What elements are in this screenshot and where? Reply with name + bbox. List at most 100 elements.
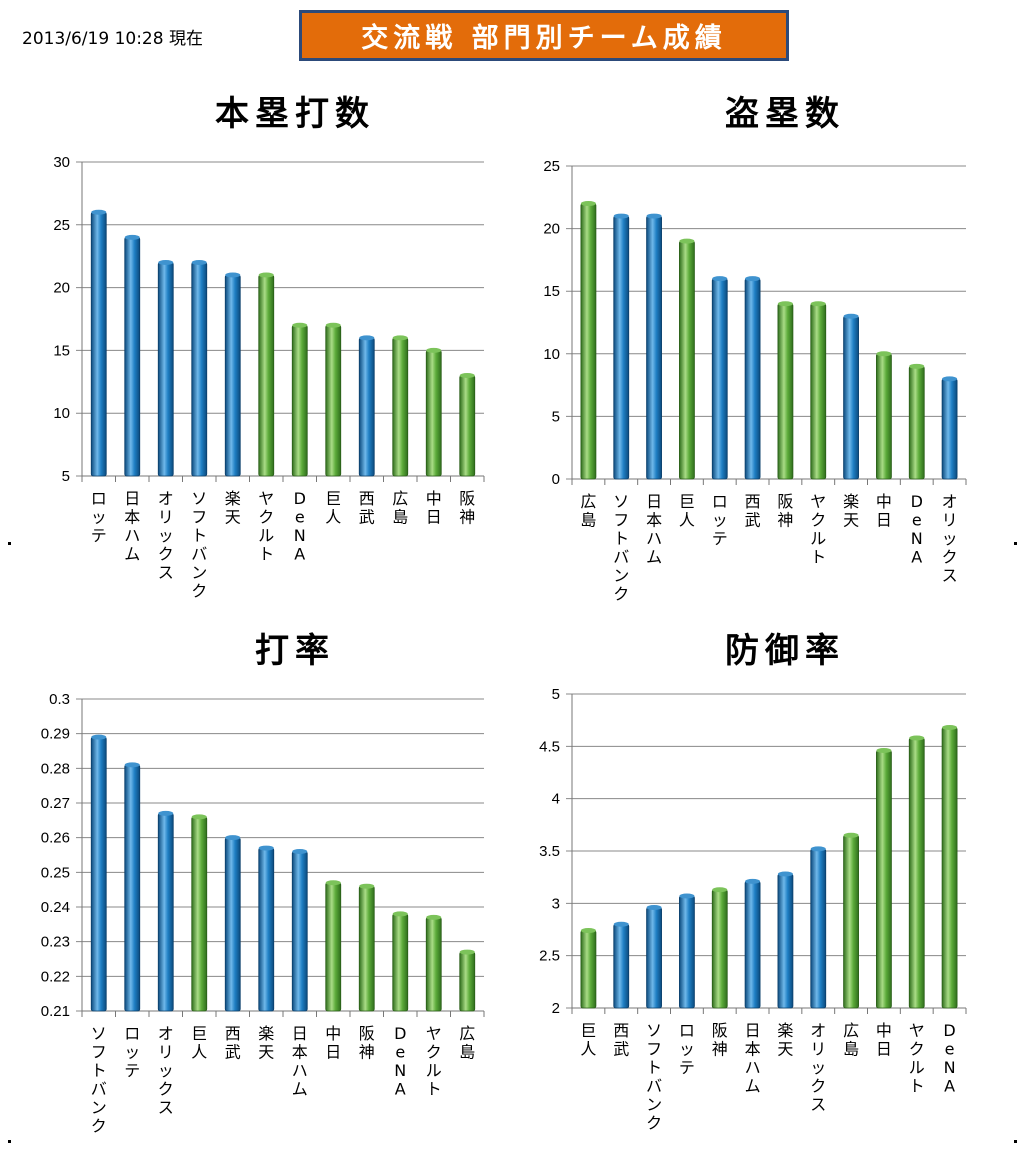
y-tick-label: 0.21 [41,1003,70,1020]
bar [777,303,794,480]
category-label: 巨人 [679,492,695,530]
category-label: ソフトバンク [613,492,629,604]
category-label: 西武 [359,489,375,527]
category-label: ロッテ [91,489,107,545]
bar [191,262,208,477]
chart-0: 5 10 15 20 25 30 ロッテ 日本ハム オリックス ソフトバンク 楽天 ヤクルト D e N A 巨… [53,154,485,601]
bar [711,278,728,480]
bar-cap [777,301,793,307]
bar [191,816,208,1012]
bar [425,349,442,477]
bar-cap [191,259,207,265]
category-label: 日本ハム [745,1021,761,1096]
bar-cap [810,846,826,852]
category-label: ロッテ [124,1024,140,1080]
y-tick-label: 0.3 [49,691,70,708]
bar-cap [91,209,107,215]
bar [908,737,925,1009]
bar-cap [191,814,207,820]
y-tick-label: 3 [552,895,560,912]
category-label: 広島 [580,492,596,530]
category-label: 阪神 [777,492,793,530]
corner-mark [1014,542,1017,545]
bar-cap [942,724,958,730]
category-label: 西武 [225,1024,241,1062]
category-label: ヤクルト [426,1024,442,1099]
bar [613,215,630,480]
bar-cap [679,893,695,899]
y-tick-label: 20 [543,221,560,238]
bar-cap [646,213,662,219]
bar-cap [843,313,859,319]
y-tick-label: 15 [53,342,70,359]
bar-cap [712,887,728,893]
bar [124,764,141,1012]
bar-cap [325,322,341,328]
category-label: オリックス [942,492,958,585]
bar [358,885,375,1012]
bar [744,278,761,480]
y-tick-label: 20 [53,280,70,297]
y-tick-label: 5 [552,686,560,703]
bar-cap [225,272,241,278]
y-tick-label: 15 [543,283,560,300]
bar [711,889,728,1009]
y-tick-label: 0.29 [41,726,70,743]
bar [224,837,241,1012]
y-tick-label: 0.24 [41,899,70,916]
bar-cap [942,376,958,382]
bar-cap [580,928,596,934]
bar [459,951,476,1012]
y-tick-label: 30 [53,154,70,171]
y-tick-label: 0.25 [41,864,70,881]
bar-cap [810,301,826,307]
category-label: ソフトバンク [91,1024,107,1136]
bar [291,324,308,477]
y-tick-label: 0.27 [41,795,70,812]
category-label: 巨人 [325,489,341,527]
bar [646,907,662,1009]
bar [744,880,761,1009]
bar-cap [292,322,308,328]
category-label: オリックス [158,489,174,582]
bar [358,337,375,477]
category-label: 日本ハム [646,492,662,567]
category-label: 阪神 [459,489,475,527]
category-label: ロッテ [679,1021,695,1077]
category-label: 阪神 [712,1021,728,1059]
category-label: 楽天 [258,1024,274,1062]
category-label: ソフトバンク [191,489,207,601]
category-label: 楽天 [225,489,241,527]
category-label: 巨人 [191,1024,207,1062]
bar-cap [712,276,728,282]
bar [908,365,925,480]
bar-cap [359,335,375,341]
category-label: 西武 [745,492,761,530]
bar-cap [613,921,629,927]
y-tick-label: 5 [62,468,70,485]
bar [777,873,794,1009]
bar [941,727,958,1009]
bar-cap [392,911,408,917]
y-tick-label: 3.5 [539,843,560,860]
chart-title-home-runs: 本塁打数 [215,94,375,134]
bar-cap [158,259,174,265]
bar-cap [124,234,140,240]
bar-cap [158,810,174,816]
y-tick-label: 10 [543,346,560,363]
bar-cap [124,762,140,768]
bar [679,240,695,480]
bar [258,847,275,1012]
bar [90,736,107,1012]
bar [224,274,241,477]
y-tick-label: 2.5 [539,948,560,965]
bar [157,813,174,1012]
category-label: 中日 [426,489,442,527]
category-label: ヤクルト [909,1021,925,1096]
bar [876,750,892,1009]
bar-cap [426,347,442,353]
